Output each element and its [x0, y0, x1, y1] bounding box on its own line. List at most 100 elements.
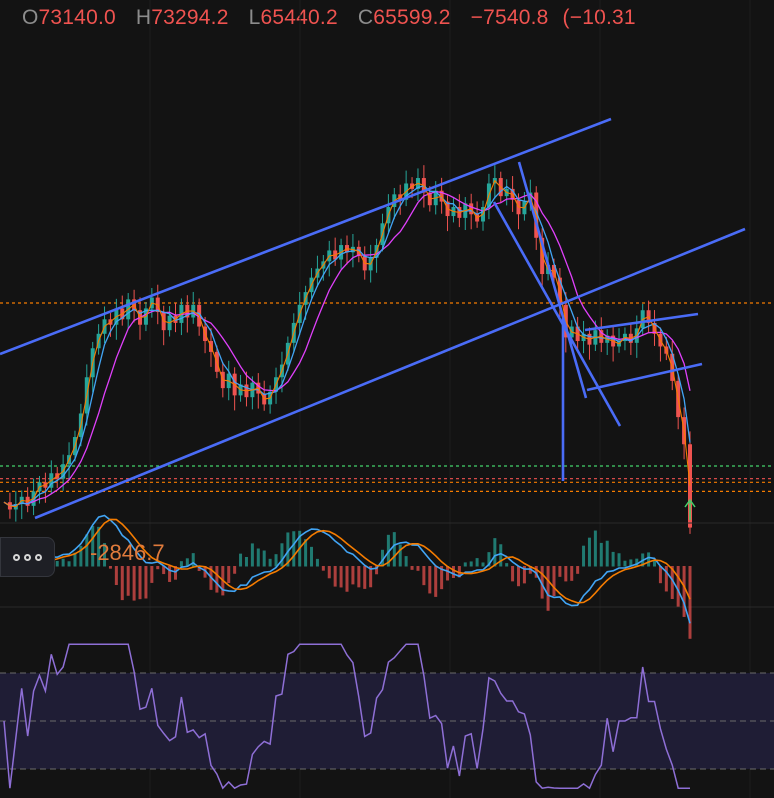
macd-histogram-bar: [457, 566, 461, 578]
macd-histogram-bar: [499, 544, 503, 567]
macd-histogram-bar: [398, 544, 402, 567]
macd-histogram-bar: [174, 566, 177, 580]
macd-histogram-bar: [534, 566, 538, 578]
macd-histogram-bar: [404, 556, 408, 567]
macd-histogram-bar: [517, 566, 520, 587]
macd-histogram-bar: [310, 546, 314, 567]
macd-histogram-bar: [599, 542, 603, 567]
rsi-line: [3, 643, 690, 790]
macd-histogram-bar: [256, 548, 260, 567]
candle-body: [688, 444, 692, 528]
close-value: 65599.2: [373, 6, 451, 29]
macd-histogram-bar: [635, 558, 639, 567]
macd-histogram-bar: [546, 566, 550, 611]
trend-line: [34, 227, 746, 520]
macd-histogram-bar: [623, 560, 627, 567]
macd-histogram-bar: [676, 566, 680, 607]
rsi-band: [0, 673, 774, 769]
macd-histogram-bar: [540, 566, 544, 599]
macd-histogram-bar: [653, 560, 657, 567]
ma-slow-line: [3, 190, 691, 507]
macd-histogram-bar: [593, 530, 597, 567]
trend-line: [517, 161, 588, 399]
ma-fast-line: [3, 179, 691, 508]
macd-histogram-bar: [280, 543, 284, 567]
macd-histogram-bar: [150, 566, 154, 583]
macd-histogram-bar: [168, 566, 172, 582]
macd-histogram-bar: [522, 566, 526, 584]
macd-histogram-bar: [73, 552, 77, 567]
macd-histogram-bar: [268, 558, 272, 567]
macd-histogram-bar: [664, 566, 668, 592]
macd-value-label: -2846.7: [90, 540, 165, 565]
macd-histogram-bar: [321, 566, 325, 571]
macd-histogram-bar: [380, 549, 384, 567]
macd-histogram-bar: [386, 534, 390, 567]
macd-histogram-bar: [357, 566, 361, 588]
macd-histogram-bar: [493, 538, 497, 567]
macd-histogram-bar: [428, 566, 432, 594]
macd-histogram-bar: [144, 566, 148, 599]
macd-histogram-bar: [475, 558, 479, 567]
dot-icon: [24, 553, 31, 561]
macd-histogram-bar: [126, 566, 130, 596]
macd-histogram-bar: [162, 566, 166, 575]
dot-icon: [35, 553, 42, 561]
macd-histogram-bar: [315, 558, 319, 567]
macd-histogram-bar: [239, 553, 243, 567]
macd-histogram-bar: [511, 566, 515, 582]
high-key: H: [135, 6, 152, 29]
low-key: L: [248, 6, 261, 29]
macd-histogram-bar: [552, 566, 556, 597]
macd-histogram-bar: [688, 566, 692, 639]
more-options-button[interactable]: [0, 537, 55, 577]
macd-histogram-bar: [292, 531, 296, 567]
macd-histogram-bar: [85, 534, 89, 567]
macd-histogram-bar: [446, 566, 450, 581]
macd-histogram-bar: [103, 543, 107, 567]
macd-histogram-bar: [463, 562, 467, 567]
macd-histogram-bar: [233, 566, 237, 574]
macd-histogram-bar: [629, 559, 633, 567]
macd-histogram-bar: [416, 566, 420, 571]
macd-histogram-bar: [469, 561, 473, 567]
macd-histogram-bar: [120, 566, 124, 601]
macd-histogram-bar: [481, 562, 485, 567]
trend-line: [584, 312, 699, 332]
macd-histogram-bar: [434, 566, 438, 597]
macd-histogram-bar: [505, 563, 509, 567]
macd-histogram-bar: [191, 553, 195, 567]
macd-histogram-bar: [617, 553, 621, 567]
macd-histogram-bar: [558, 566, 562, 577]
dot-icon: [13, 553, 20, 561]
macd-histogram-bar: [91, 525, 95, 567]
macd-histogram-bar: [55, 560, 59, 567]
macd-histogram-bar: [179, 561, 183, 567]
open-key: O: [22, 6, 39, 29]
macd-histogram-bar: [576, 566, 580, 574]
macd-histogram-bar: [97, 526, 101, 567]
macd-histogram-bar: [138, 566, 142, 600]
ohlc-legend: O73140.0 H73294.2 L65440.2 C65599.2 −754…: [22, 6, 636, 30]
macd-histogram-bar: [611, 551, 615, 567]
close-key: C: [357, 6, 374, 29]
macd-histogram-bar: [682, 566, 686, 617]
macd-histogram-bar: [244, 557, 248, 567]
macd-histogram-bar: [61, 558, 65, 567]
change-percent: (−10.31: [562, 6, 636, 29]
macd-histogram-bar: [203, 566, 207, 578]
macd-histogram-bar: [587, 537, 591, 567]
macd-histogram-bar: [410, 566, 414, 570]
macd-histogram-bar: [440, 566, 444, 590]
macd-histogram-bar: [132, 566, 136, 601]
macd-histogram-bar: [658, 566, 662, 584]
macd-histogram-bar: [647, 552, 651, 567]
trend-line: [586, 362, 703, 392]
open-value: 73140.0: [38, 6, 116, 29]
macd-histogram-bar: [570, 566, 574, 581]
macd-histogram-bar: [670, 566, 674, 599]
trend-line: [0, 117, 612, 356]
macd-histogram-bar: [351, 566, 355, 585]
macd-histogram-bar: [250, 543, 254, 567]
